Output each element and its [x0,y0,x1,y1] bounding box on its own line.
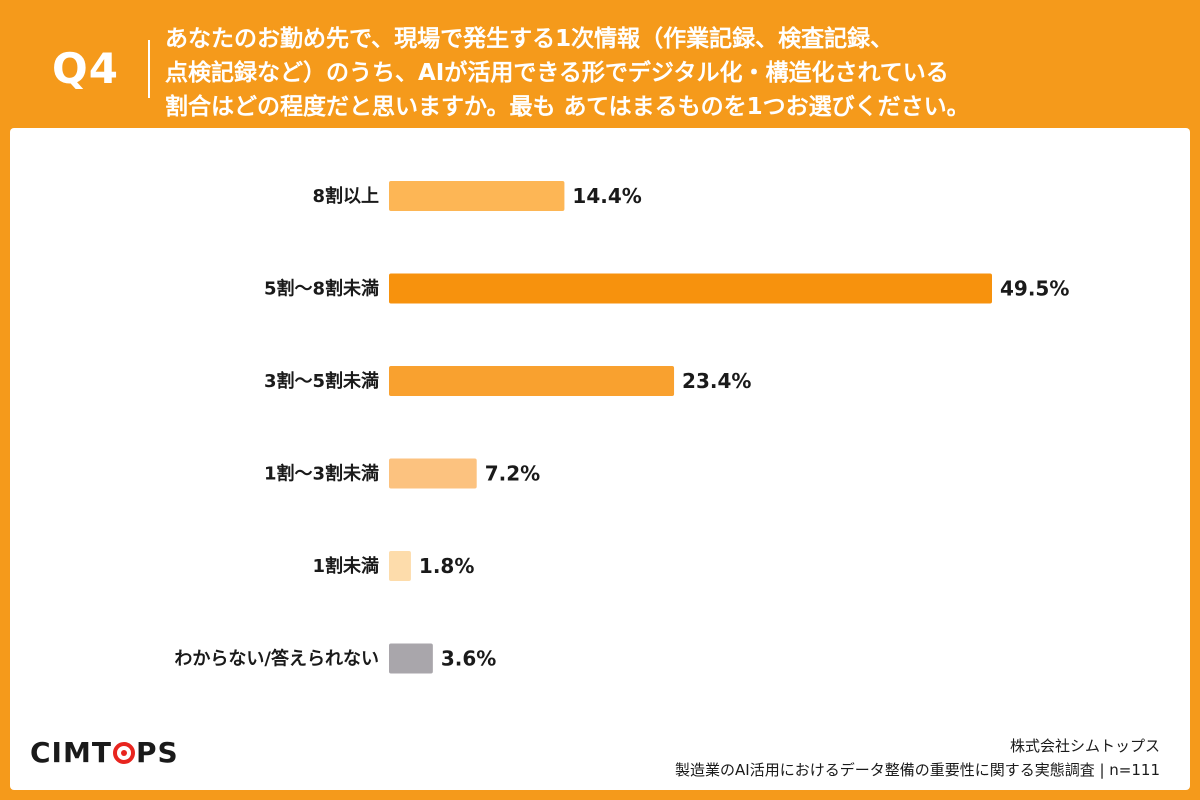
question-divider [148,40,150,98]
cimtops-logo: CIMT PS [30,736,179,769]
category-label: 1割未満 [312,555,379,577]
question-line: 割合はどの程度だと思いますか。最も あてはまるものを1つお選びください。 [165,94,970,120]
value-label: 3.6% [441,647,496,671]
logo-text-b: PS [135,736,179,769]
value-label: 23.4% [682,369,751,393]
bar [389,551,411,581]
value-label: 1.8% [419,554,474,578]
logo-o-mark-icon [112,741,135,764]
category-label: 5割〜8割未満 [264,278,379,300]
category-label: わからない/答えられない [174,648,379,670]
logo-text-a: CIMT [30,736,112,769]
value-label: 14.4% [572,184,641,208]
question-number: Q4 [52,44,119,93]
bar [389,181,565,211]
question-line: 点検記録など）のうち、AIが活用できる形でデジタル化・構造化されている [165,60,949,86]
company-name: 株式会社シムトップス [1009,737,1160,755]
category-label: 3割〜5割未満 [264,370,379,392]
chart-panel [10,128,1190,790]
category-label: 8割以上 [312,185,379,207]
question-line: あなたのお勤め先で、現場で発生する1次情報（作業記録、検査記録、 [165,26,894,52]
footer-credit: 株式会社シムトップス 製造業のAI活用におけるデータ整備の重要性に関する実態調査… [675,734,1160,782]
value-label: 49.5% [1000,277,1069,301]
bar [389,643,433,674]
bar [389,458,477,489]
bar [389,273,992,304]
bar [389,366,675,396]
value-label: 7.2% [485,462,540,486]
category-label: 1割〜3割未満 [264,463,379,485]
survey-description: 製造業のAI活用におけるデータ整備の重要性に関する実態調査 | n=111 [675,761,1160,779]
question-header: Q4 あなたのお勤め先で、現場で発生する1次情報（作業記録、検査記録、 点検記録… [0,0,1200,128]
question-text: あなたのお勤め先で、現場で発生する1次情報（作業記録、検査記録、 点検記録など）… [165,22,1165,124]
